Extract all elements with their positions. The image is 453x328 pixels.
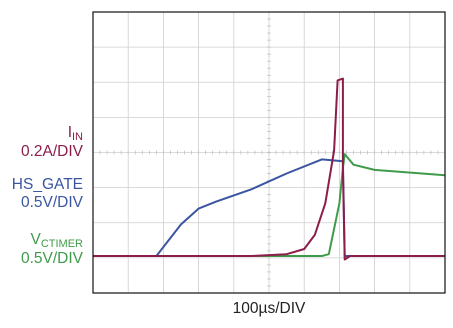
traces — [93, 77, 446, 261]
iin-trace — [93, 77, 445, 261]
iin-name: IIN — [67, 124, 83, 143]
hs-gate-channel-label: HS_GATE 0.5V/DIV — [12, 176, 83, 212]
hs-gate-scale: 0.5V/DIV — [20, 194, 83, 211]
x-axis-label: 100µs/DIV — [232, 300, 306, 317]
iin-channel-label: IIN 0.2A/DIV — [21, 124, 83, 161]
vctimer-scale: 0.5V/DIV — [20, 250, 83, 267]
vctimer-trace — [93, 153, 446, 257]
plot-frame — [92, 11, 446, 294]
vctimer-name: VCTIMER — [30, 231, 83, 250]
iin-scale: 0.2A/DIV — [20, 143, 83, 160]
center-axis-ticks — [99, 18, 439, 287]
vctimer-channel-label: VCTIMER 0.5V/DIV — [21, 231, 83, 268]
hs-gate-name: HS_GATE — [11, 176, 83, 193]
